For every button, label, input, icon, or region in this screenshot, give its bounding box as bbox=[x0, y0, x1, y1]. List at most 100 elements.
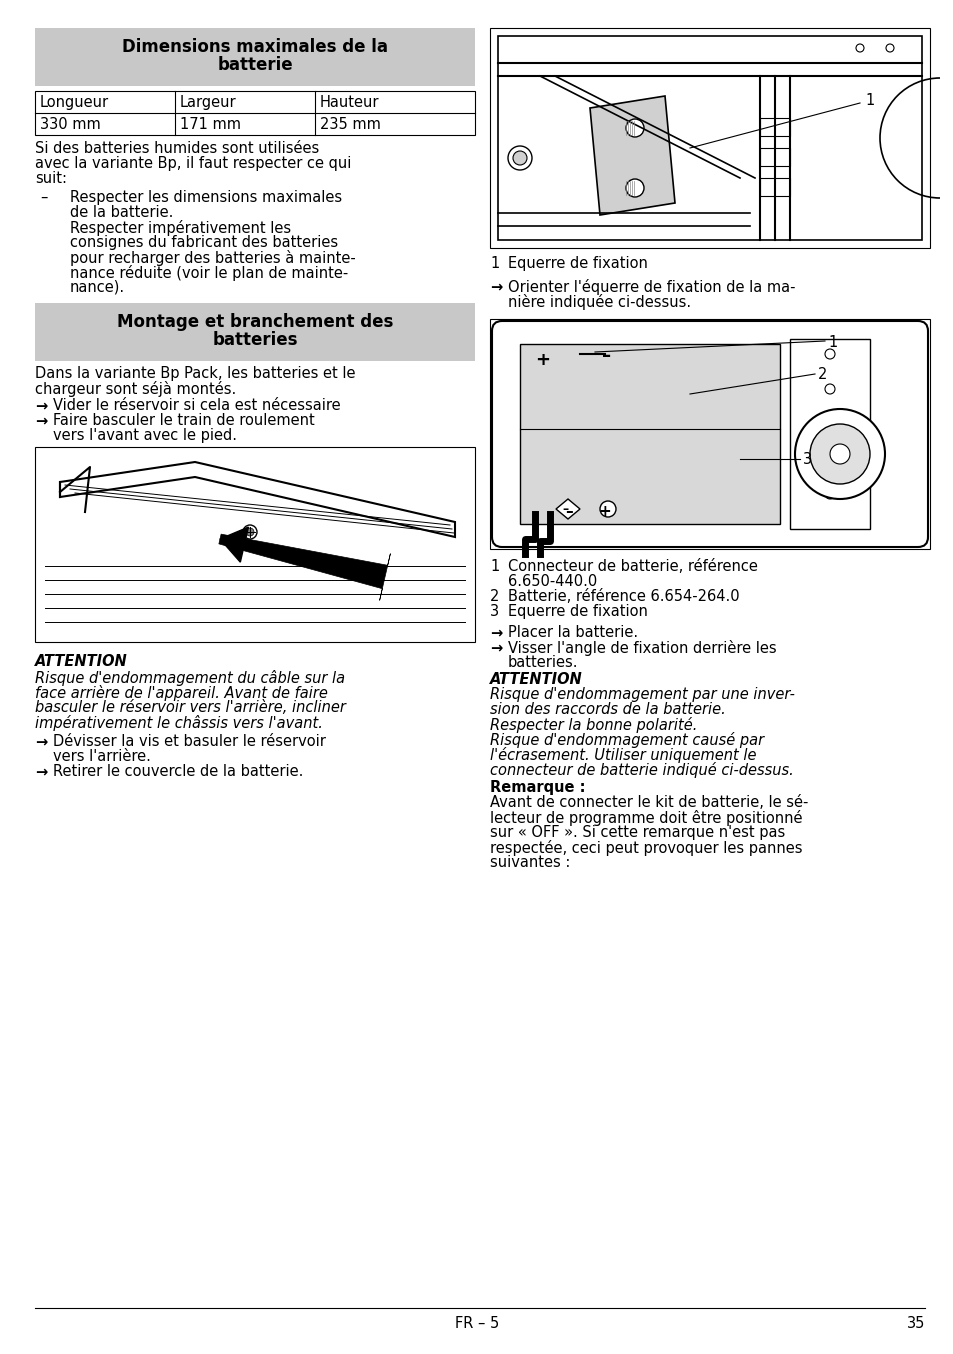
Text: 1: 1 bbox=[864, 93, 873, 108]
Bar bbox=[35, 28, 475, 87]
Polygon shape bbox=[218, 533, 390, 600]
Text: 1: 1 bbox=[827, 334, 837, 349]
Text: l'écrasement. Utiliser uniquement le: l'écrasement. Utiliser uniquement le bbox=[490, 747, 756, 764]
Text: sur « OFF ». Si cette remarque n'est pas: sur « OFF ». Si cette remarque n'est pas bbox=[490, 825, 784, 839]
Text: →: → bbox=[35, 764, 48, 779]
Circle shape bbox=[599, 501, 616, 517]
Text: sion des raccords de la batterie.: sion des raccords de la batterie. bbox=[490, 701, 725, 718]
Circle shape bbox=[507, 146, 532, 171]
Text: →: → bbox=[35, 413, 48, 428]
Text: vers l'avant avec le pied.: vers l'avant avec le pied. bbox=[53, 428, 236, 443]
Text: Orienter l'équerre de fixation de la ma-: Orienter l'équerre de fixation de la ma- bbox=[507, 279, 795, 295]
Polygon shape bbox=[589, 96, 675, 215]
Bar bbox=[35, 447, 475, 642]
Circle shape bbox=[824, 418, 834, 429]
Circle shape bbox=[824, 385, 834, 394]
Text: →: → bbox=[35, 734, 48, 749]
Text: Longueur: Longueur bbox=[40, 95, 109, 110]
Circle shape bbox=[794, 409, 884, 500]
Text: de la batterie.: de la batterie. bbox=[70, 204, 173, 219]
Text: –: – bbox=[561, 502, 568, 516]
Text: face arrière de l'appareil. Avant de faire: face arrière de l'appareil. Avant de fai… bbox=[35, 685, 328, 701]
Bar bbox=[497, 37, 921, 240]
Text: ATTENTION: ATTENTION bbox=[490, 672, 582, 686]
Text: chargeur sont séjà montés.: chargeur sont séjà montés. bbox=[35, 380, 236, 397]
Circle shape bbox=[829, 444, 849, 464]
Circle shape bbox=[809, 424, 869, 483]
Text: Dévisser la vis et basuler le réservoir: Dévisser la vis et basuler le réservoir bbox=[53, 734, 326, 749]
Bar bbox=[490, 320, 929, 548]
Text: Largeur: Largeur bbox=[180, 95, 236, 110]
Bar bbox=[789, 338, 869, 529]
Text: vers l'arrière.: vers l'arrière. bbox=[53, 749, 151, 764]
Text: nance).: nance). bbox=[70, 280, 125, 295]
Text: 1: 1 bbox=[490, 256, 498, 271]
Text: Placer la batterie.: Placer la batterie. bbox=[507, 626, 638, 640]
Text: 171 mm: 171 mm bbox=[180, 116, 241, 131]
Text: Remarque :: Remarque : bbox=[490, 780, 585, 795]
Text: Vider le réservoir si cela est nécessaire: Vider le réservoir si cela est nécessair… bbox=[53, 398, 340, 413]
Text: nière indiquée ci-dessus.: nière indiquée ci-dessus. bbox=[507, 294, 690, 310]
Text: 1: 1 bbox=[490, 559, 498, 574]
Bar bbox=[35, 91, 475, 135]
Text: Equerre de fixation: Equerre de fixation bbox=[507, 604, 647, 619]
Text: Hauteur: Hauteur bbox=[319, 95, 379, 110]
Text: →: → bbox=[35, 398, 48, 413]
Text: nance réduite (voir le plan de mainte-: nance réduite (voir le plan de mainte- bbox=[70, 265, 348, 282]
Text: batteries.: batteries. bbox=[507, 655, 578, 670]
Bar bbox=[519, 344, 780, 524]
Bar bbox=[35, 303, 475, 362]
Text: →: → bbox=[490, 279, 501, 294]
Text: Respecter la bonne polarité.: Respecter la bonne polarité. bbox=[490, 718, 697, 733]
Circle shape bbox=[855, 43, 863, 51]
Text: Dans la variante Bp Pack, les batteries et le: Dans la variante Bp Pack, les batteries … bbox=[35, 366, 355, 380]
Bar bbox=[760, 118, 789, 135]
Polygon shape bbox=[60, 462, 455, 538]
Text: batterie: batterie bbox=[217, 56, 293, 74]
Circle shape bbox=[243, 525, 256, 539]
Text: suit:: suit: bbox=[35, 171, 67, 185]
Text: pour recharger des batteries à mainte-: pour recharger des batteries à mainte- bbox=[70, 250, 355, 265]
Text: consignes du fabricant des batteries: consignes du fabricant des batteries bbox=[70, 236, 337, 250]
Text: →: → bbox=[490, 640, 501, 655]
Text: –: – bbox=[601, 347, 611, 366]
Text: →: → bbox=[490, 626, 501, 640]
Circle shape bbox=[824, 349, 834, 359]
Text: connecteur de batterie indiqué ci-dessus.: connecteur de batterie indiqué ci-dessus… bbox=[490, 762, 793, 779]
FancyBboxPatch shape bbox=[492, 321, 927, 547]
Text: 6.650-440.0: 6.650-440.0 bbox=[507, 574, 597, 589]
Text: Risque d'endommagement causé par: Risque d'endommagement causé par bbox=[490, 733, 763, 747]
Polygon shape bbox=[220, 527, 248, 562]
Text: Risque d'endommagement par une inver-: Risque d'endommagement par une inver- bbox=[490, 686, 794, 701]
Text: Si des batteries humides sont utilisées: Si des batteries humides sont utilisées bbox=[35, 141, 319, 156]
Text: basculer le réservoir vers l'arrière, incliner: basculer le réservoir vers l'arrière, in… bbox=[35, 700, 346, 715]
Text: –: – bbox=[40, 190, 48, 204]
Text: avec la variante Bp, il faut respecter ce qui: avec la variante Bp, il faut respecter c… bbox=[35, 156, 351, 171]
Circle shape bbox=[625, 119, 643, 137]
Text: Visser l'angle de fixation derrière les: Visser l'angle de fixation derrière les bbox=[507, 640, 776, 655]
Circle shape bbox=[625, 179, 643, 196]
Bar bbox=[760, 148, 789, 167]
Bar bbox=[760, 177, 789, 196]
Text: impérativement le châssis vers l'avant.: impérativement le châssis vers l'avant. bbox=[35, 715, 322, 731]
Text: –: – bbox=[564, 504, 572, 519]
Text: 3: 3 bbox=[490, 604, 498, 619]
Text: Equerre de fixation: Equerre de fixation bbox=[507, 256, 647, 271]
Text: 235 mm: 235 mm bbox=[319, 116, 380, 131]
Text: ATTENTION: ATTENTION bbox=[35, 654, 128, 669]
Text: batteries: batteries bbox=[212, 330, 297, 349]
Text: 3: 3 bbox=[802, 452, 811, 467]
Bar bbox=[490, 28, 929, 248]
Text: Avant de connecter le kit de batterie, le sé-: Avant de connecter le kit de batterie, l… bbox=[490, 795, 807, 810]
Text: Risque d'endommagement du câble sur la: Risque d'endommagement du câble sur la bbox=[35, 670, 345, 686]
Text: Dimensions maximales de la: Dimensions maximales de la bbox=[122, 38, 388, 56]
Text: Respecter impérativement les: Respecter impérativement les bbox=[70, 219, 291, 236]
Text: 35: 35 bbox=[905, 1316, 924, 1331]
Bar bbox=[495, 32, 924, 242]
Text: respectée, ceci peut provoquer les pannes: respectée, ceci peut provoquer les panne… bbox=[490, 839, 801, 856]
Text: suivantes :: suivantes : bbox=[490, 854, 570, 871]
Text: +: + bbox=[535, 351, 550, 370]
Text: Connecteur de batterie, référence: Connecteur de batterie, référence bbox=[507, 559, 757, 574]
Text: lecteur de programme doit être positionné: lecteur de programme doit être positionn… bbox=[490, 810, 801, 826]
Text: Montage et branchement des: Montage et branchement des bbox=[116, 313, 393, 330]
